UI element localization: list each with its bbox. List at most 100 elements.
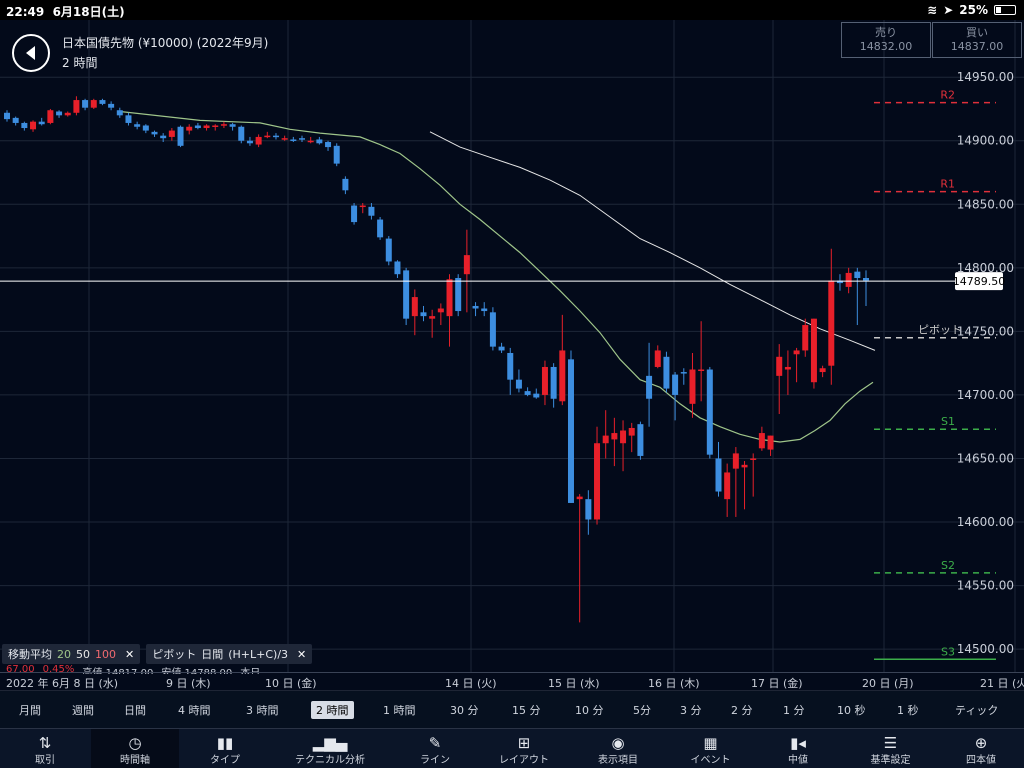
buy-button[interactable]: 買い 14837.00 bbox=[932, 22, 1022, 58]
candle-body bbox=[333, 145, 340, 164]
candle-body bbox=[12, 117, 19, 123]
candle-body bbox=[750, 458, 757, 460]
sell-label: 売り bbox=[875, 26, 897, 39]
interval-label: 2 時間 bbox=[62, 56, 98, 70]
candle-body bbox=[238, 126, 245, 141]
timeframe-10[interactable]: 5分 bbox=[633, 704, 651, 717]
toolbar-label: 表示項目 bbox=[598, 755, 638, 766]
candle-body bbox=[4, 112, 10, 120]
candle-body bbox=[741, 464, 748, 468]
bar-chart-icon: ▂▆▄ bbox=[312, 734, 348, 752]
candle-body bbox=[281, 138, 288, 140]
back-arrow-icon bbox=[26, 46, 35, 60]
indicator-legend: 移動平均 20 50 100 ✕ ピボット 日間 (H+L+C)/3 ✕ bbox=[2, 644, 313, 664]
date-label: 2022 年 6月 8 日 (水) bbox=[6, 677, 119, 690]
ma-chip[interactable]: 移動平均 20 50 100 ✕ bbox=[2, 644, 141, 664]
candle-body bbox=[689, 369, 696, 404]
timeframe-4[interactable]: 3 時間 bbox=[246, 704, 279, 717]
candle-body bbox=[620, 430, 627, 444]
ma-close-icon[interactable]: ✕ bbox=[125, 647, 135, 661]
battery-percent: 25% bbox=[959, 3, 988, 17]
timeframe-9[interactable]: 10 分 bbox=[575, 704, 604, 717]
pivot-label: S1 bbox=[941, 415, 955, 428]
calendar-icon: ▦ bbox=[703, 734, 718, 752]
current-price-label: 14789.50 bbox=[953, 275, 1006, 288]
timeframe-13[interactable]: 1 分 bbox=[783, 704, 805, 717]
date-axis: 2022 年 6月 8 日 (水) 9 日 (木) 10 日 (金) 14 日 (火)… bbox=[0, 672, 1024, 690]
toolbar-eye-button[interactable]: ◉ 表示項目 bbox=[568, 729, 668, 768]
timeframe-11[interactable]: 3 分 bbox=[680, 704, 702, 717]
candle-body bbox=[706, 369, 713, 455]
timeframe-2[interactable]: 日間 bbox=[124, 704, 146, 717]
candle-body bbox=[802, 325, 809, 351]
location-icon: ➤ bbox=[943, 3, 954, 17]
timeframe-15[interactable]: 1 秒 bbox=[897, 704, 919, 717]
timeframe-bar: 月間 週間 日間 4 時間 3 時間 2 時間 1 時間 30 分 15 分 10 分 5分 3 分 2… bbox=[0, 690, 1024, 728]
timeframe-14[interactable]: 10 秒 bbox=[837, 704, 866, 717]
candle-body bbox=[403, 270, 410, 319]
clock-icon: ◷ bbox=[128, 734, 142, 752]
candle-body bbox=[724, 472, 731, 500]
candle-body bbox=[550, 366, 557, 399]
back-button[interactable] bbox=[12, 34, 50, 72]
candle-body bbox=[186, 126, 193, 131]
timeframe-8[interactable]: 15 分 bbox=[512, 704, 541, 717]
candle-body bbox=[776, 356, 783, 376]
candlestick-chart[interactable]: 14950.00 14900.00 14850.00 14800.00 14750.00… bbox=[0, 20, 1024, 672]
toolbar-label: 四本値 bbox=[966, 755, 996, 766]
candle-body bbox=[125, 115, 132, 123]
timeframe-1[interactable]: 週間 bbox=[72, 704, 94, 717]
candle-body bbox=[264, 135, 271, 138]
period-value: 本日 bbox=[240, 668, 261, 674]
candle-body bbox=[385, 238, 392, 262]
candle-body bbox=[489, 312, 496, 347]
toolbar-candlestick-button[interactable]: ▮▮ タイプ bbox=[180, 729, 270, 768]
toolbar-settings-button[interactable]: ☰ 基準設定 bbox=[843, 729, 938, 768]
timeframe-6[interactable]: 1 時間 bbox=[383, 704, 416, 717]
pivot-close-icon[interactable]: ✕ bbox=[297, 647, 307, 661]
wifi-icon: ≋ bbox=[927, 3, 938, 17]
candle-body bbox=[594, 443, 601, 520]
toolbar-pen-button[interactable]: ✎ ライン bbox=[390, 729, 480, 768]
toolbar-mid-price-button[interactable]: ▮◂ 中値 bbox=[753, 729, 843, 768]
candle-body bbox=[56, 111, 63, 116]
ma-label: 移動平均 bbox=[8, 648, 52, 661]
candle-body bbox=[602, 435, 609, 444]
chart-area[interactable]: 14950.00 14900.00 14850.00 14800.00 14750.00… bbox=[0, 20, 1024, 690]
toolbar-arrows-updown-button[interactable]: ⇅ 取引 bbox=[0, 729, 90, 768]
ohlc-summary: 67.00 0.45% 高値 14817.00 安値 14788.00 本日 bbox=[6, 664, 260, 674]
candle-body bbox=[134, 124, 141, 127]
candle-body bbox=[810, 318, 817, 383]
timeframe-5[interactable]: 2 時間 bbox=[311, 701, 354, 719]
candle-body bbox=[767, 435, 774, 450]
timeframe-16[interactable]: ティック bbox=[955, 704, 999, 717]
y-tick-label: 14750.00 bbox=[957, 324, 1014, 338]
pivot-chip[interactable]: ピボット 日間 (H+L+C)/3 ✕ bbox=[146, 644, 313, 664]
candle-body bbox=[828, 280, 835, 366]
candle-body bbox=[845, 272, 852, 287]
sell-button[interactable]: 売り 14832.00 bbox=[841, 22, 931, 58]
layout-icon: ⊞ bbox=[517, 734, 531, 752]
toolbar-layout-button[interactable]: ⊞ レイアウト bbox=[480, 729, 568, 768]
timeframe-12[interactable]: 2 分 bbox=[731, 704, 753, 717]
ma50-line bbox=[429, 131, 876, 351]
settings-icon: ☰ bbox=[883, 734, 898, 752]
toolbar-calendar-button[interactable]: ▦ イベント bbox=[668, 729, 753, 768]
toolbar-label: テクニカル分析 bbox=[295, 755, 365, 766]
candle-body bbox=[793, 350, 800, 355]
pivot-formula: (H+L+C)/3 bbox=[228, 647, 289, 661]
timeframe-3[interactable]: 4 時間 bbox=[178, 704, 211, 717]
timeframe-7[interactable]: 30 分 bbox=[450, 704, 479, 717]
timeframe-0[interactable]: 月間 bbox=[19, 704, 41, 717]
candle-body bbox=[715, 458, 722, 492]
candle-body bbox=[819, 368, 826, 373]
candle-body bbox=[90, 100, 97, 108]
toolbar-label: 取引 bbox=[35, 755, 55, 766]
toolbar-clock-button[interactable]: ◷ 時間軸 bbox=[91, 729, 179, 768]
toolbar-bar-chart-button[interactable]: ▂▆▄ テクニカル分析 bbox=[270, 729, 390, 768]
candle-body bbox=[47, 110, 54, 123]
toolbar-crosshair-button[interactable]: ⊕ 四本値 bbox=[938, 729, 1024, 768]
y-tick-label: 14800.00 bbox=[957, 261, 1014, 275]
candle-body bbox=[30, 121, 37, 130]
candle-body bbox=[116, 110, 123, 116]
